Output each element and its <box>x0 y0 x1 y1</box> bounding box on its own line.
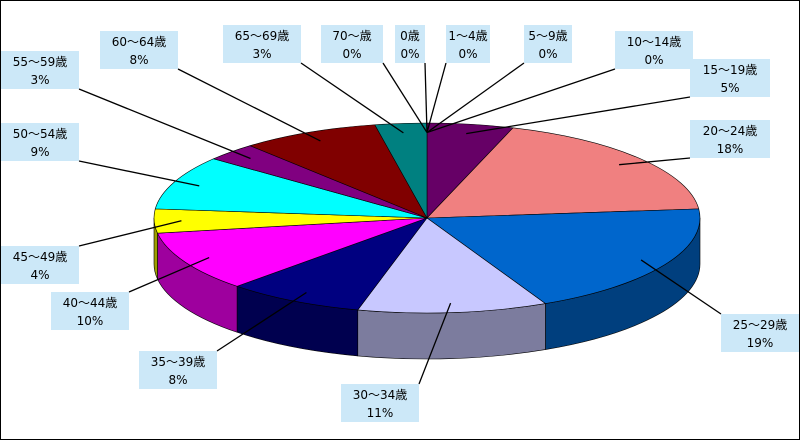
leader-line-6 <box>640 259 722 315</box>
data-label-category-10: 45～49歳 <box>13 250 68 264</box>
data-label-box-5 <box>690 120 770 158</box>
data-label-box-10 <box>1 246 79 284</box>
leader-line-7 <box>418 302 452 385</box>
data-label-percent-10: 4% <box>30 268 49 282</box>
data-label-box-6 <box>721 314 799 352</box>
data-label-box-1 <box>446 25 490 63</box>
leader-line-4 <box>466 96 691 135</box>
leader-line-0 <box>424 62 428 133</box>
data-label-box-8 <box>139 351 217 389</box>
pie-slice-5 <box>426 127 700 219</box>
leader-line-9 <box>128 256 210 293</box>
pie-slice-13 <box>249 124 428 219</box>
data-label-box-12 <box>1 51 79 89</box>
leader-line-14 <box>300 62 404 134</box>
data-label-category-3: 10～14歳 <box>627 35 682 49</box>
data-label-box-13 <box>100 31 178 69</box>
data-label-box-4 <box>690 59 770 97</box>
data-label-percent-13: 8% <box>129 53 148 67</box>
data-label-percent-4: 5% <box>720 81 739 95</box>
pie-slice-11 <box>154 158 428 219</box>
pie-tops <box>153 122 701 314</box>
data-label-category-12: 55～59歳 <box>13 55 68 69</box>
leader-line-2 <box>426 62 525 134</box>
leader-line-8 <box>216 291 307 352</box>
data-label-box-0 <box>395 25 425 63</box>
data-label-percent-2: 0% <box>538 47 557 61</box>
data-label-percent-11: 9% <box>30 145 49 159</box>
data-label-category-4: 15～19歳 <box>703 63 758 77</box>
data-label-category-7: 30～34歳 <box>353 388 408 402</box>
leader-line-10 <box>78 220 182 247</box>
leader-line-5 <box>619 157 691 166</box>
data-label-category-5: 20～24歳 <box>703 124 758 138</box>
data-label-box-14 <box>223 25 301 63</box>
data-label-percent-14: 3% <box>252 47 271 61</box>
data-label-percent-7: 11% <box>367 406 394 420</box>
data-label-box-7 <box>341 384 419 422</box>
pie-sides <box>153 217 701 360</box>
data-label-percent-5: 18% <box>717 142 744 156</box>
pie-slice-9 <box>157 217 428 287</box>
data-label-category-9: 40～44歳 <box>63 296 118 310</box>
data-label-box-11 <box>1 123 79 161</box>
data-label-box-3 <box>615 31 693 69</box>
data-label-percent-8: 8% <box>168 373 187 387</box>
data-label-category-15: 70～歳 <box>332 29 371 43</box>
data-label-category-6: 25～29歳 <box>733 318 788 332</box>
data-label-box-2 <box>524 25 572 63</box>
pie-slice-7 <box>357 217 547 314</box>
leader-lines <box>78 62 722 385</box>
data-labels: 0歳 0% 1～4歳 0% 5～9歳 0% 10～14歳 0% 15～19歳 5% 20～24歳 18… <box>1 25 799 422</box>
leader-line-1 <box>426 62 447 133</box>
leader-line-11 <box>78 160 200 187</box>
leader-line-3 <box>426 68 616 134</box>
data-label-category-8: 35～39歳 <box>151 355 206 369</box>
data-label-percent-15: 0% <box>342 47 361 61</box>
data-label-category-14: 65～69歳 <box>235 29 290 43</box>
data-label-category-2: 5～9歳 <box>528 29 567 43</box>
data-label-percent-9: 10% <box>77 314 104 328</box>
data-label-box-9 <box>51 292 129 330</box>
data-label-box-15 <box>321 25 383 63</box>
data-label-category-0: 0歳 <box>400 29 420 43</box>
data-label-percent-3: 0% <box>644 53 663 67</box>
leader-line-12 <box>78 88 251 160</box>
data-label-percent-1: 0% <box>458 47 477 61</box>
data-label-percent-0: 0% <box>400 47 419 61</box>
data-label-category-13: 60～64歳 <box>112 35 167 49</box>
data-label-percent-12: 3% <box>30 73 49 87</box>
leader-line-13 <box>177 68 321 142</box>
data-label-category-1: 1～4歳 <box>448 29 487 43</box>
data-label-percent-6: 19% <box>747 336 774 350</box>
pie-slice-6 <box>426 208 701 304</box>
data-label-category-11: 50～54歳 <box>13 127 68 141</box>
leader-line-15 <box>382 62 428 133</box>
